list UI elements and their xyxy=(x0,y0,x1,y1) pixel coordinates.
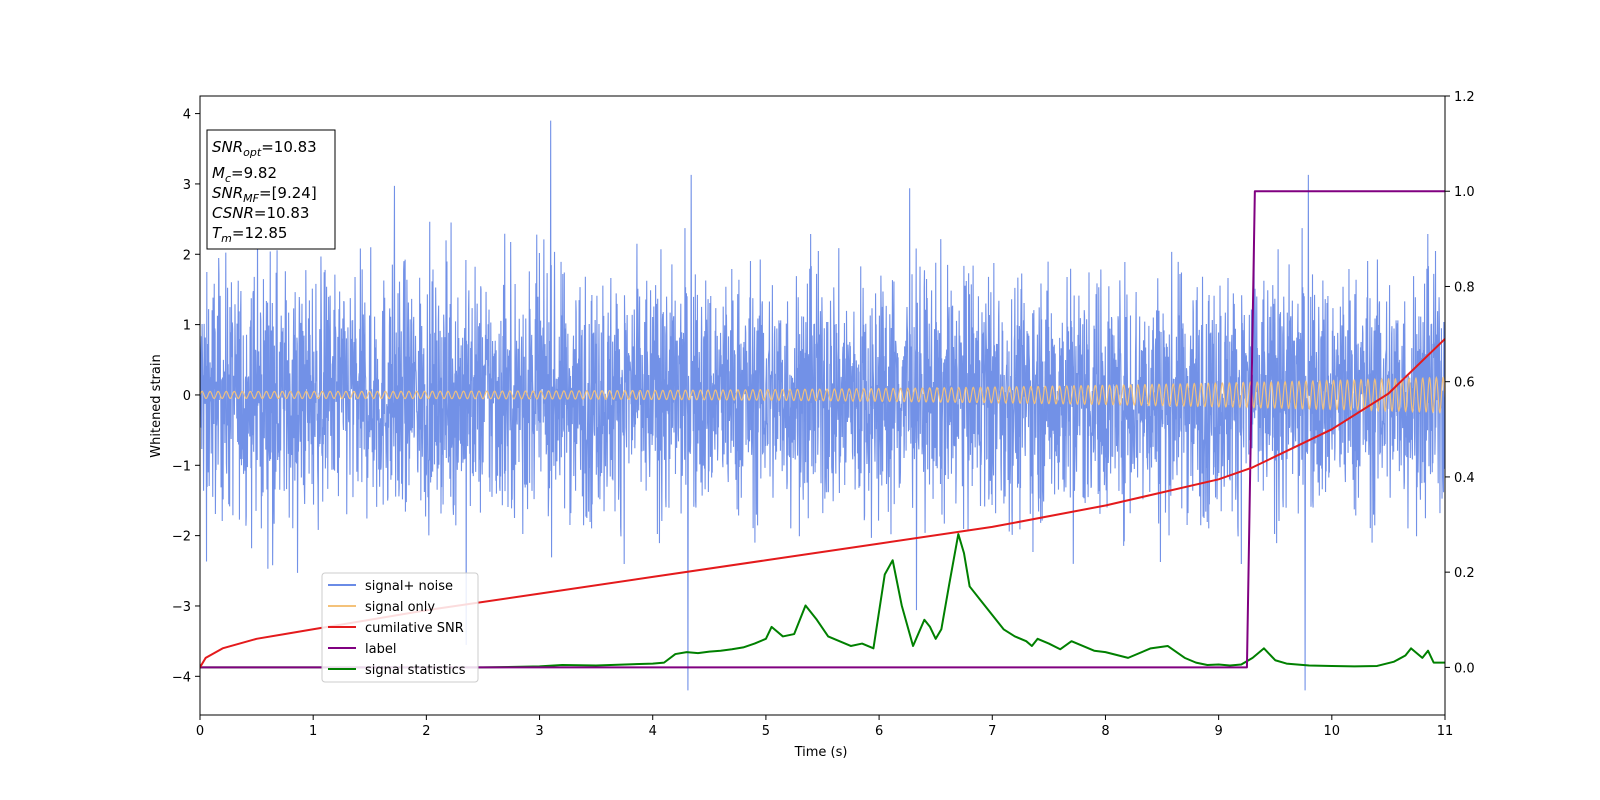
axes-layer: 0 1 2 3 4 5 6 7 8 9 10 1143210−1−2−3−41.21.00.80.60… xyxy=(172,90,1475,739)
series-signal-noise xyxy=(200,120,1445,691)
x-tick-label: 2 xyxy=(422,724,430,739)
y-axis-label: Whitened strain xyxy=(149,354,164,457)
y2-tick-label: 0.0 xyxy=(1454,661,1475,676)
legend: signal+ noise signal only cumilative SNR la… xyxy=(321,572,479,683)
y-tick-label: −1 xyxy=(172,459,191,474)
y-tick-label: 4 xyxy=(183,108,191,123)
x-tick-label: 3 xyxy=(535,724,543,739)
series-layer xyxy=(200,120,1445,691)
x-tick-label: 11 xyxy=(1437,724,1454,739)
x-axis-label: Time (s) xyxy=(794,745,848,760)
legend-label: signal+ noise xyxy=(365,579,453,594)
info-line: Mc=9.82 xyxy=(212,164,277,185)
series-cumilative-snr xyxy=(200,338,1445,668)
x-tick-label: 8 xyxy=(1101,724,1109,739)
y-tick-label: 0 xyxy=(183,389,191,404)
x-tick-label: 10 xyxy=(1324,724,1341,739)
y-tick-label: −4 xyxy=(172,670,191,685)
y2-tick-label: 0.8 xyxy=(1454,280,1475,295)
x-tick-label: 6 xyxy=(875,724,883,739)
x-tick-label: 5 xyxy=(762,724,770,739)
series-signal-statistics xyxy=(200,533,1445,669)
y2-tick-label: 0.4 xyxy=(1454,471,1475,486)
x-tick-label: 4 xyxy=(649,724,657,739)
y-tick-label: −2 xyxy=(172,530,191,545)
info-line: SNRopt=10.83 xyxy=(212,138,317,159)
y2-tick-label: 1.0 xyxy=(1454,185,1475,200)
x-tick-label: 0 xyxy=(196,724,204,739)
y-tick-label: 1 xyxy=(183,319,191,334)
y-tick-label: 3 xyxy=(183,178,191,193)
info-box-frame xyxy=(206,129,336,250)
x-tick-label: 9 xyxy=(1214,724,1222,739)
legend-label: cumilative SNR xyxy=(365,621,464,636)
plot-frame xyxy=(199,95,1446,716)
series-signal-only xyxy=(200,375,1445,414)
info-line: SNRMF=[9.24] xyxy=(212,184,317,205)
legend-label: label xyxy=(365,642,396,657)
y2-tick-label: 0.2 xyxy=(1454,566,1475,581)
x-tick-label: 7 xyxy=(988,724,996,739)
y2-tick-label: 0.6 xyxy=(1454,376,1475,391)
y2-tick-label: 1.2 xyxy=(1454,90,1475,105)
info-line: Tm=12.85 xyxy=(212,224,287,245)
legend-label: signal statistics xyxy=(365,663,466,678)
info-box: SNRopt=10.83 Mc=9.82SNRMF=[9.24]CSNR=10.8… xyxy=(206,129,336,250)
x-tick-label: 1 xyxy=(309,724,317,739)
info-line: CSNR=10.83 xyxy=(212,204,309,222)
legend-label: signal only xyxy=(365,600,435,615)
legend-frame xyxy=(321,572,479,683)
series-label xyxy=(200,190,1445,669)
y-tick-label: −3 xyxy=(172,600,191,615)
y-tick-label: 2 xyxy=(183,248,191,263)
